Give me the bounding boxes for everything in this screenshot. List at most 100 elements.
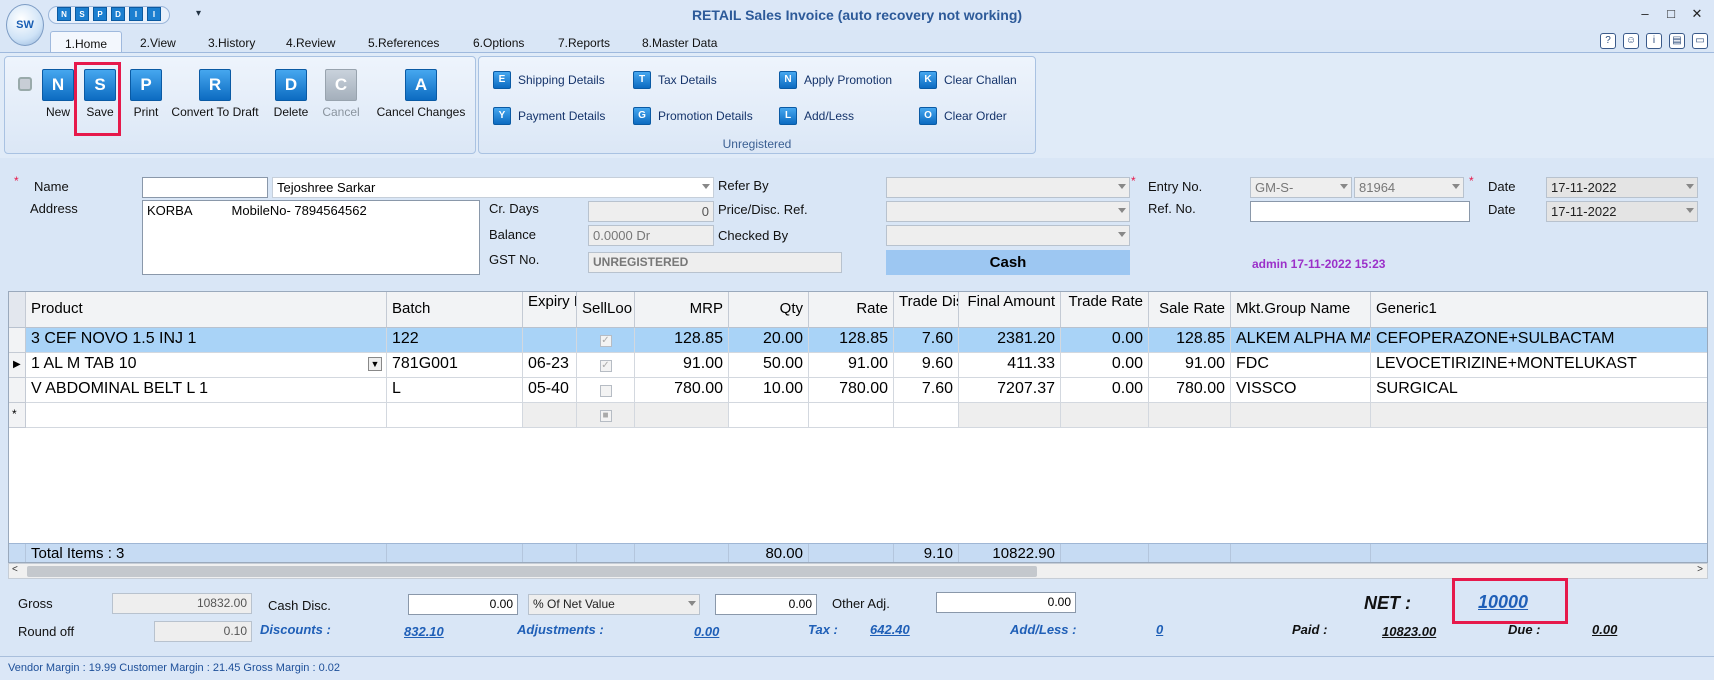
cell-mkt-group[interactable]: ALKEM ALPHA MAX <box>1231 328 1371 353</box>
tab-options[interactable]: 6.Options <box>473 36 525 50</box>
cell-sale-rate[interactable]: 91.00 <box>1149 353 1231 378</box>
promotion-details-button[interactable]: G Promotion Details <box>633 107 753 125</box>
apply-promotion-button[interactable]: N Apply Promotion <box>779 71 892 89</box>
col-sale-rate[interactable]: Sale Rate <box>1149 292 1231 328</box>
close-button[interactable]: ✕ <box>1691 6 1703 21</box>
tab-references[interactable]: 5.References <box>368 36 440 50</box>
cell-sale-rate[interactable] <box>1149 403 1231 428</box>
payment-mode-cash[interactable]: Cash <box>886 250 1130 275</box>
ref-no-input[interactable] <box>1250 201 1470 222</box>
cell-sellloo[interactable]: ■ <box>577 403 635 428</box>
collapse-ribbon-icon[interactable]: ▭ <box>1692 33 1708 49</box>
checked-by-select[interactable] <box>886 225 1130 246</box>
quick-delete-icon[interactable]: D <box>111 7 125 21</box>
add-less-link[interactable]: 0 <box>1156 622 1164 637</box>
cell-sellloo[interactable]: ✓ <box>577 328 635 353</box>
document-icon[interactable]: ▤ <box>1669 33 1685 49</box>
cell-sale-rate[interactable]: 780.00 <box>1149 378 1231 403</box>
app-logo[interactable]: SW <box>6 4 44 46</box>
clear-challan-button[interactable]: K Clear Challan <box>919 71 1017 89</box>
cell-rate[interactable]: 780.00 <box>809 378 894 403</box>
cell-generic[interactable]: CEFOPERAZONE+SULBACTAM <box>1371 328 1707 353</box>
col-rate[interactable]: Rate <box>809 292 894 328</box>
current-row-arrow-icon[interactable]: ▶ <box>9 353 26 378</box>
help-icon[interactable]: ? <box>1600 33 1616 49</box>
sellloo-checkbox[interactable]: ✓ <box>599 335 612 347</box>
cancel-changes-button[interactable]: A Cancel Changes <box>373 69 469 119</box>
scroll-right-icon[interactable]: > <box>1697 564 1703 575</box>
clear-order-button[interactable]: O Clear Order <box>919 107 1007 125</box>
other-adj-input[interactable]: 0.00 <box>936 592 1076 613</box>
tab-history[interactable]: 3.History <box>208 36 256 50</box>
cell-generic[interactable]: SURGICAL <box>1371 378 1707 403</box>
cell-mkt-group[interactable]: VISSCO <box>1231 378 1371 403</box>
col-mkt-group[interactable]: Mkt.Group Name <box>1231 292 1371 328</box>
product-dropdown-icon[interactable]: ▼ <box>368 357 382 371</box>
cell-batch[interactable]: 781G001 <box>387 353 523 378</box>
cash-disc-input[interactable]: 0.00 <box>408 594 518 615</box>
entry-number-select[interactable]: 81964 <box>1354 177 1464 198</box>
cell-mkt-group[interactable]: FDC <box>1231 353 1371 378</box>
col-mrp[interactable]: MRP <box>635 292 729 328</box>
quick-print-icon[interactable]: P <box>93 7 107 21</box>
tax-details-button[interactable]: T Tax Details <box>633 71 717 89</box>
cell-trade-disc[interactable]: 7.60 <box>894 328 959 353</box>
cash-disc-amount[interactable]: 0.00 <box>715 594 817 615</box>
cell-batch[interactable]: L <box>387 378 523 403</box>
cell-expiry[interactable]: 05-40 <box>523 378 577 403</box>
col-generic1[interactable]: Generic1 <box>1371 292 1707 328</box>
address-textarea[interactable]: KORBA MobileNo- 7894564562 <box>142 200 480 275</box>
cell-mkt-group[interactable] <box>1231 403 1371 428</box>
tab-reports[interactable]: 7.Reports <box>558 36 611 50</box>
col-final-amount[interactable]: Final Amount <box>959 292 1061 328</box>
cell-final-amount[interactable]: 7207.37 <box>959 378 1061 403</box>
cell-expiry[interactable]: 06-23 <box>523 353 577 378</box>
cell-product[interactable]: 1 AL M TAB 10 ▼ <box>26 353 387 378</box>
cell-trade-disc[interactable]: 7.60 <box>894 378 959 403</box>
save-button[interactable]: S Save <box>77 69 123 119</box>
date2-picker[interactable]: 17-11-2022 <box>1546 201 1698 222</box>
cell-trade-rate[interactable]: 0.00 <box>1061 328 1149 353</box>
cell-product[interactable]: 3 CEF NOVO 1.5 INJ 1 <box>26 328 387 353</box>
row-selector[interactable] <box>9 378 26 403</box>
cell-product[interactable] <box>26 403 387 428</box>
cancel-button[interactable]: C Cancel <box>317 69 365 119</box>
customer-name-select[interactable]: Tejoshree Sarkar <box>272 177 714 198</box>
col-qty[interactable]: Qty <box>729 292 809 328</box>
cell-trade-rate[interactable]: 0.00 <box>1061 378 1149 403</box>
cell-expiry[interactable] <box>523 403 577 428</box>
shipping-details-button[interactable]: E Shipping Details <box>493 71 605 89</box>
tab-home[interactable]: 1.Home <box>50 31 122 53</box>
cell-sale-rate[interactable]: 128.85 <box>1149 328 1231 353</box>
sellloo-checkbox[interactable] <box>599 385 612 397</box>
new-button[interactable]: N New <box>35 69 81 119</box>
cell-expiry[interactable] <box>523 328 577 353</box>
sellloo-checkbox[interactable]: ■ <box>599 410 612 422</box>
cell-final-amount[interactable] <box>959 403 1061 428</box>
cell-mrp[interactable]: 128.85 <box>635 328 729 353</box>
tab-master-data[interactable]: 8.Master Data <box>642 36 718 50</box>
cell-trade-disc[interactable]: 9.60 <box>894 353 959 378</box>
cell-final-amount[interactable]: 411.33 <box>959 353 1061 378</box>
scrollbar-thumb[interactable] <box>27 566 1037 577</box>
col-expiry-date[interactable]: Expiry Date <box>523 292 577 328</box>
cell-sellloo[interactable] <box>577 378 635 403</box>
restore-button[interactable]: □ <box>1667 6 1675 21</box>
new-row-marker[interactable]: * <box>9 403 26 428</box>
cell-generic[interactable]: LEVOCETIRIZINE+MONTELUKAST <box>1371 353 1707 378</box>
adjustments-link[interactable]: 0.00 <box>694 624 720 639</box>
quick-tool-icon[interactable]: I <box>147 7 161 21</box>
row-selector[interactable] <box>9 328 26 353</box>
tab-review[interactable]: 4.Review <box>286 36 336 50</box>
discounts-link[interactable]: 832.10 <box>404 624 444 639</box>
cell-generic[interactable] <box>1371 403 1707 428</box>
quick-new-icon[interactable]: N <box>57 7 71 21</box>
col-trade-rate[interactable]: Trade Rate <box>1061 292 1149 328</box>
quick-save-icon[interactable]: S <box>75 7 89 21</box>
cell-trade-disc[interactable] <box>894 403 959 428</box>
sellloo-checkbox[interactable]: ✓ <box>599 360 612 372</box>
refer-by-select[interactable] <box>886 177 1130 198</box>
customize-toolbar-icon[interactable]: ▾ <box>196 8 202 19</box>
cell-product[interactable]: V ABDOMINAL BELT L 1 <box>26 378 387 403</box>
cell-batch[interactable]: 122 <box>387 328 523 353</box>
